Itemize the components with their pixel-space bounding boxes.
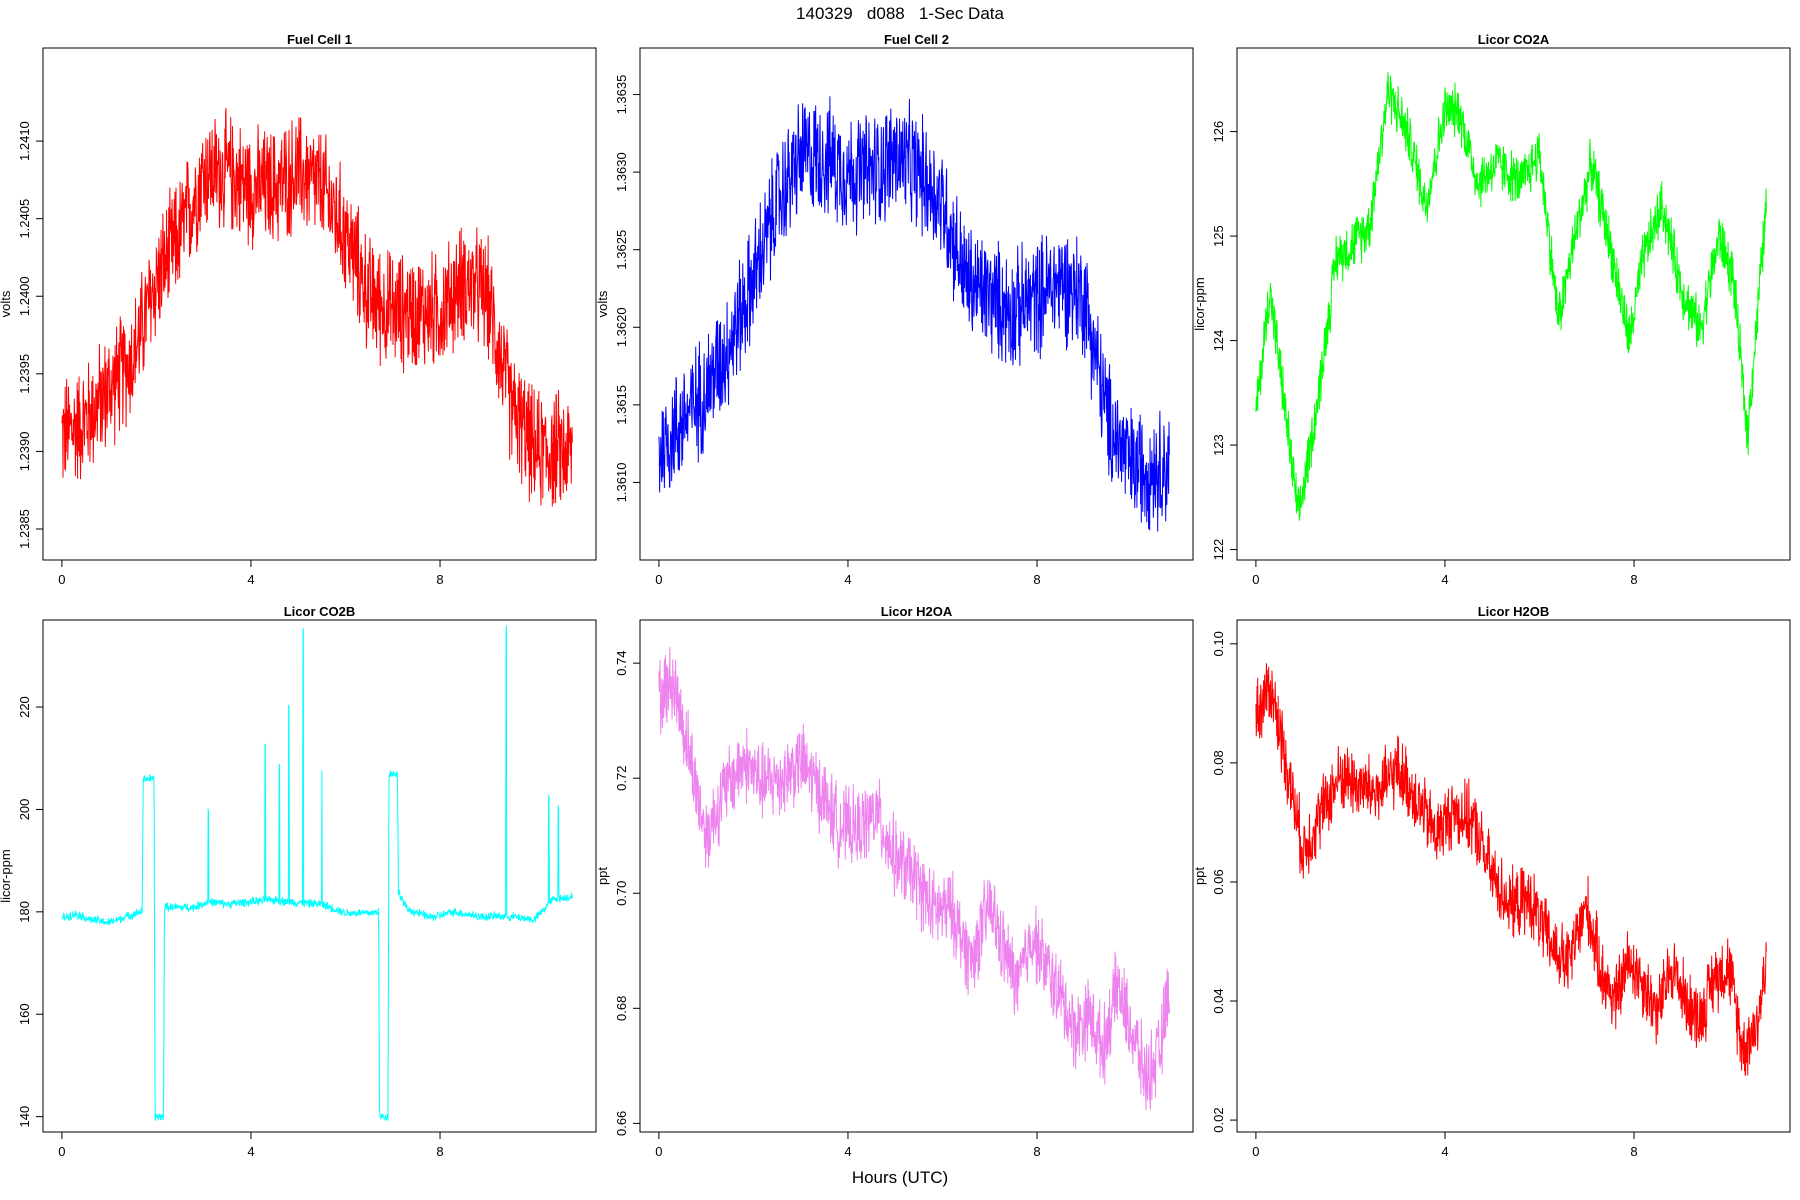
y-tick-label: 140	[17, 1106, 32, 1128]
x-tick-label: 0	[1252, 1144, 1259, 1159]
y-tick-label: 0.72	[614, 766, 629, 791]
y-tick-label: 126	[1211, 121, 1226, 143]
x-tick-label: 4	[247, 572, 254, 587]
x-tick-label: 0	[1252, 572, 1259, 587]
series-line	[61, 107, 573, 507]
chart-panel-6: Licor H2OB ppt 0 4 8 0.02 0.04 0.06 0.08 0.10	[1192, 604, 1791, 1159]
y-tick-label: 1.2395	[17, 354, 32, 394]
x-tick-label: 8	[436, 572, 443, 587]
y-tick-label: 123	[1211, 434, 1226, 456]
y-axis-label: licor-ppm	[1192, 277, 1207, 330]
y-tick-label: 0.06	[1211, 869, 1226, 894]
y-tick-label: 124	[1211, 330, 1226, 352]
y-tick-label: 1.2400	[17, 276, 32, 316]
y-tick-label: 1.2410	[17, 121, 32, 161]
y-tick-label: 122	[1211, 539, 1226, 561]
chart-panel-3: Licor CO2A licor-ppm 0 4 8 122 123 124 125 126	[1192, 32, 1791, 587]
panel-title: Licor CO2A	[1478, 32, 1550, 47]
y-tick-label: 1.3625	[614, 230, 629, 270]
chart-panel-2: Fuel Cell 2 volts 0 4 8 1.3610 1.3615 1.3620 1.3…	[595, 32, 1194, 587]
plot-frame	[1236, 619, 1791, 1133]
x-tick-label: 0	[58, 572, 65, 587]
x-tick-label: 4	[844, 1144, 851, 1159]
y-tick-label: 0.74	[614, 650, 629, 675]
x-tick-label: 0	[58, 1144, 65, 1159]
y-tick-label: 200	[17, 799, 32, 821]
series-line	[658, 647, 1170, 1111]
panel-title: Licor H2OB	[1478, 604, 1550, 619]
figure-title: 140329 d088 1-Sec Data	[796, 4, 1004, 23]
x-axis-title: Hours (UTC)	[851, 1168, 949, 1187]
y-tick-label: 180	[17, 901, 32, 923]
plot-frame	[639, 619, 1194, 1133]
chart-panel-5: Licor H2OA ppt 0 4 8 0.66 0.68 0.70 0.72 0.74	[595, 604, 1194, 1159]
y-axis-label: volts	[595, 290, 610, 317]
series-line	[1255, 72, 1767, 521]
chart-panel-1: Fuel Cell 1 volts 0 4 8 1.2385 1.2390 1.2395 1.2…	[0, 32, 597, 587]
y-tick-label: 0.08	[1211, 750, 1226, 775]
y-tick-label: 160	[17, 1003, 32, 1025]
series-line	[61, 625, 573, 1122]
plot-frame	[639, 47, 1194, 561]
x-tick-label: 4	[247, 1144, 254, 1159]
y-tick-label: 220	[17, 696, 32, 718]
y-tick-label: 125	[1211, 225, 1226, 247]
x-tick-label: 8	[1033, 1144, 1040, 1159]
panel-title: Licor H2OA	[881, 604, 953, 619]
y-tick-label: 1.2385	[17, 509, 32, 549]
x-tick-label: 8	[1033, 572, 1040, 587]
y-tick-label: 0.66	[614, 1111, 629, 1136]
x-tick-label: 4	[1441, 572, 1448, 587]
y-tick-label: 1.3635	[614, 75, 629, 115]
y-tick-label: 0.10	[1211, 631, 1226, 656]
y-axis-label: ppt	[595, 867, 610, 885]
chart-panel-4: Licor CO2B licor-ppm 0 4 8 140 160 180 200 220	[0, 604, 597, 1159]
y-axis-label: licor-ppm	[0, 849, 13, 902]
x-tick-label: 8	[1630, 572, 1637, 587]
y-axis-label: volts	[0, 290, 13, 317]
x-tick-label: 4	[844, 572, 851, 587]
y-tick-label: 0.04	[1211, 988, 1226, 1013]
plot-frame	[42, 619, 597, 1133]
y-axis-label: ppt	[1192, 867, 1207, 885]
series-line	[658, 96, 1170, 532]
panel-title: Fuel Cell 2	[884, 32, 949, 47]
x-tick-label: 0	[655, 572, 662, 587]
y-tick-label: 0.70	[614, 881, 629, 906]
plot-frame	[42, 47, 597, 561]
y-tick-label: 0.68	[614, 996, 629, 1021]
y-tick-label: 1.3615	[614, 385, 629, 425]
panel-title: Fuel Cell 1	[287, 32, 352, 47]
panel-title: Licor CO2B	[284, 604, 356, 619]
series-line	[1255, 663, 1767, 1076]
y-tick-label: 1.3630	[614, 152, 629, 192]
x-tick-label: 0	[655, 1144, 662, 1159]
y-tick-label: 0.02	[1211, 1107, 1226, 1132]
x-tick-label: 8	[436, 1144, 443, 1159]
y-tick-label: 1.3610	[614, 463, 629, 503]
plot-frame	[1236, 47, 1791, 561]
y-tick-label: 1.3620	[614, 307, 629, 347]
y-tick-label: 1.2405	[17, 199, 32, 239]
x-tick-label: 4	[1441, 1144, 1448, 1159]
y-tick-label: 1.2390	[17, 432, 32, 472]
x-tick-label: 8	[1630, 1144, 1637, 1159]
